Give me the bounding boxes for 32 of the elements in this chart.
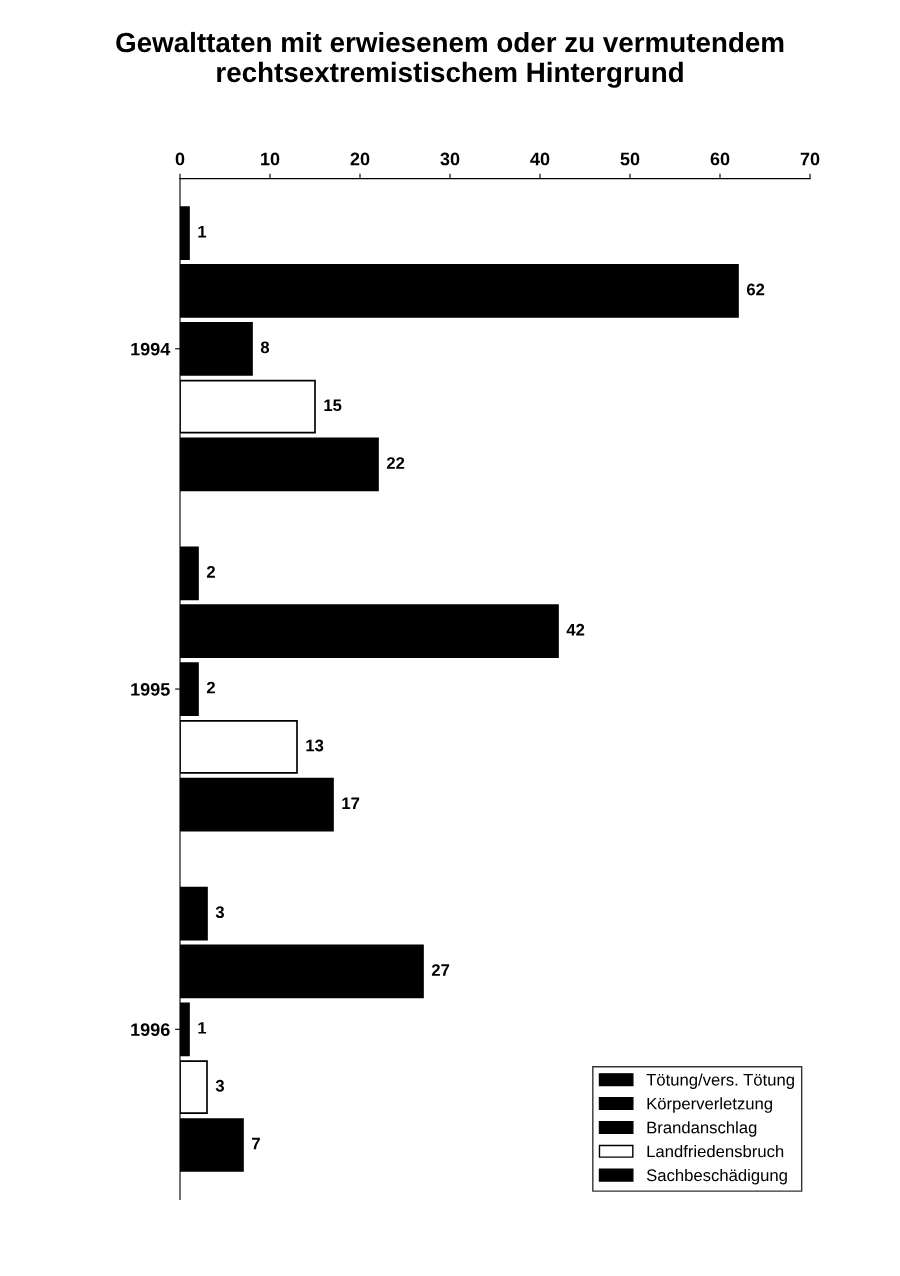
x-tick-label: 20 [350, 152, 370, 166]
y-tick-label: 1995 [131, 682, 170, 696]
data-label: 7 [252, 1137, 260, 1150]
data-label: 17 [342, 797, 360, 810]
x-tick-label: 30 [440, 152, 460, 166]
data-label: 62 [746, 283, 765, 296]
x-tick-label: 10 [261, 152, 280, 166]
data-label: 3 [215, 906, 224, 919]
data-label: 42 [566, 623, 585, 636]
data-label: 27 [431, 964, 450, 976]
data-label: 15 [324, 399, 342, 412]
data-label: 1 [198, 1022, 207, 1034]
data-label: 2 [206, 566, 215, 578]
data-label: 1 [198, 225, 207, 238]
legend-label: Körperverletzung [647, 1097, 772, 1113]
data-label: 2 [206, 681, 215, 694]
legend-label: Sachbeschädigung [646, 1168, 787, 1185]
legend-label: Brandanschlag [647, 1121, 757, 1137]
data-label: 13 [306, 739, 324, 752]
y-tick-label: 1996 [131, 1023, 170, 1037]
x-tick-label: 40 [530, 152, 550, 166]
x-tick-label: 0 [175, 152, 185, 166]
data-label: 3 [215, 1079, 224, 1092]
data-label: 8 [260, 341, 270, 354]
chart-title: Gewalttaten mit erwiesenem oder zu vermutendem rechtsextremistischem Hintergrund [116, 31, 784, 88]
x-tick-label: 70 [800, 152, 820, 166]
data-label: 22 [386, 457, 405, 469]
x-tick-label: 50 [620, 152, 640, 166]
legend-label: Tötung/vers. Tötung [646, 1073, 794, 1089]
y-tick-label: 1994 [131, 342, 171, 356]
legend-label: Landfriedensbruch [647, 1145, 784, 1158]
x-tick-label: 60 [710, 152, 730, 166]
